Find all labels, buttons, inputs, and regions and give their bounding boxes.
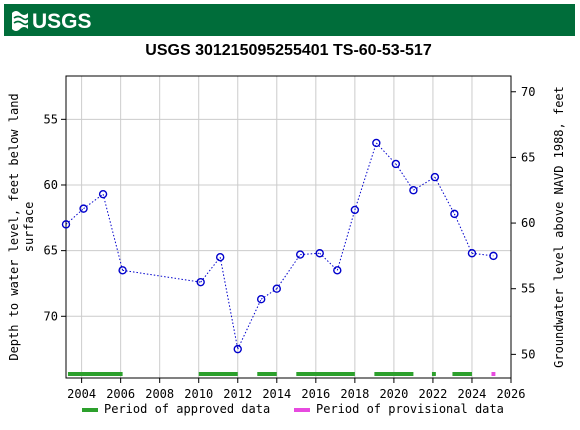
x-tick-label: 2016 [301,387,330,401]
period-bar-approved [67,372,123,376]
plot-frame [65,75,512,379]
series-connector [200,256,221,283]
y-left-axis-label-line: Depth to water level, feet below land [7,93,21,360]
x-tick-label: 2010 [184,387,213,401]
x-tick-label: 2020 [379,387,408,401]
data-point [391,159,401,169]
series-connector [453,213,473,254]
data-point [333,266,342,275]
data-point [467,249,477,258]
usgs-wordmark: USGS [32,10,92,33]
period-bar-provisional [491,372,496,376]
data-point [450,209,459,219]
legend-approved: Period of approved data [82,402,282,418]
period-bar-approved [198,372,238,376]
data-point [430,172,440,182]
y-right-axis-label: Groundwater level above NAVD 1988, feet [552,86,566,368]
data-point [196,277,205,287]
y-left-axis-label: Depth to water level, feet below landsur… [7,93,36,360]
y-left-tick-label: 60 [44,178,58,192]
series-connector [102,194,124,271]
x-tick-label: 2014 [262,387,291,401]
usgs-banner: USGS [4,4,575,36]
x-tick-label: 2022 [418,387,447,401]
series-connector [237,299,262,350]
x-tick-label: 2024 [458,387,487,401]
data-point [372,138,381,148]
period-bar-approved [296,372,355,376]
y-left-tick-label: 55 [44,112,58,126]
x-tick-label: 2026 [497,387,526,401]
data-point [215,253,225,262]
period-bar-approved [431,372,436,376]
series-connector [395,163,414,191]
y-right-tick-label: 55 [521,282,535,296]
period-bar-approved [452,372,472,376]
series-connector [354,142,377,211]
data-point [61,220,71,229]
legend-provisional: Period of provisional data [294,402,514,418]
data-point [296,250,305,259]
data-point [118,266,127,275]
series-connector [434,176,455,215]
series-connector [122,269,201,283]
x-tick-label: 2004 [67,387,96,401]
x-tick-label: 2008 [145,387,174,401]
data-point [315,249,324,258]
data-point [79,204,88,213]
data-point [272,284,281,293]
data-point [256,295,266,304]
y-right-tick-label: 70 [521,85,535,99]
series-connector [375,142,397,165]
y-right-tick-label: 50 [521,347,535,361]
period-bar-approved [257,372,277,376]
x-tick-label: 2018 [340,387,369,401]
series-connector [219,257,239,350]
y-left-tick-label: 65 [44,244,58,258]
y-right-tick-label: 60 [521,216,535,230]
period-bar-approved [374,372,414,376]
x-tick-label: 2012 [223,387,252,401]
data-point [350,205,360,215]
legend-provisional-swatch [294,408,310,412]
usgs-wave-logo-icon[interactable]: USGS [10,7,100,33]
data-point [409,186,418,195]
y-right-tick-label: 65 [521,150,535,164]
series-connector [276,254,301,289]
legend-approved-label: Period of approved data [104,402,271,416]
data-point [98,189,108,199]
y-left-tick-label: 70 [44,309,58,323]
legend-provisional-label: Period of provisional data [316,402,504,416]
series-connector [336,209,356,271]
x-tick-label: 2006 [106,387,135,401]
legend-approved-swatch [82,408,98,412]
y-left-axis-label-line: surface [22,202,36,253]
data-point [489,251,498,261]
data-point [233,344,242,354]
chart-title: USGS 301215095255401 TS-60-53-517 [145,42,432,59]
